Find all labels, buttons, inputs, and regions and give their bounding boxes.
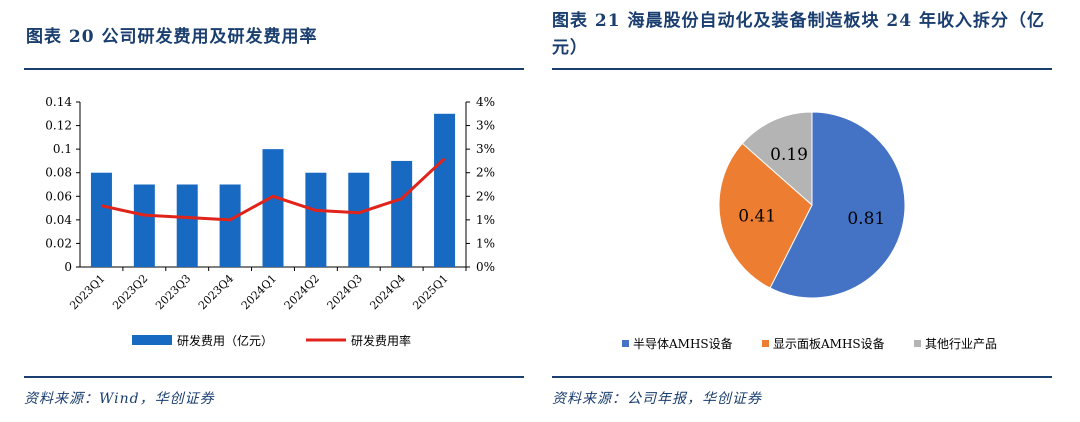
legend-label: 半导体AMHS设备 xyxy=(633,337,733,351)
y-tick-label: 0.06 xyxy=(45,189,72,203)
x-tick-label: 2023Q1 xyxy=(67,272,107,312)
source-rule xyxy=(24,376,524,378)
bar-rd-expense xyxy=(391,160,413,267)
figure-21-title: 图表 21 海晨股份自动化及装备制造板块 24 年收入拆分（亿元） xyxy=(552,11,1045,58)
title-rule xyxy=(24,68,524,70)
y-tick-label: 0.02 xyxy=(45,236,72,250)
legend-label: 其他行业产品 xyxy=(925,337,997,351)
x-tick-label: 2024Q4 xyxy=(367,272,407,312)
figure-20-source: 资料来源：Wind，华创证券 xyxy=(24,391,215,407)
x-tick-label: 2025Q1 xyxy=(410,272,450,312)
bar-rd-expense xyxy=(133,184,155,267)
pie-value-label: 0.81 xyxy=(847,209,885,229)
pie-slice xyxy=(769,111,906,299)
y2-tick-label: 4% xyxy=(476,95,495,109)
legend-label-bar: 研发费用（亿元） xyxy=(177,333,273,348)
pie-value-label: 0.19 xyxy=(770,145,808,165)
legend-label: 显示面板AMHS设备 xyxy=(773,337,885,351)
y-tick-label: 0 xyxy=(64,260,72,274)
y-tick-label: 0.04 xyxy=(45,213,72,227)
y-tick-label: 0.14 xyxy=(45,95,72,109)
line-rd-expense-rate xyxy=(101,157,446,222)
source-rule xyxy=(552,376,1052,378)
title-rule xyxy=(552,68,1052,70)
legend-swatch xyxy=(914,340,921,347)
bar-rd-expense xyxy=(262,149,284,267)
y2-tick-label: 2% xyxy=(476,166,495,180)
y-tick-label: 0.12 xyxy=(45,119,72,133)
x-tick-label: 2023Q3 xyxy=(153,272,193,312)
figure-21-panel: 图表 21 海晨股份自动化及装备制造板块 24 年收入拆分（亿元） 0.81 0.… xyxy=(540,0,1080,422)
bar-rd-expense xyxy=(348,172,370,267)
y2-tick-label: 2% xyxy=(476,189,495,203)
legend-swatch xyxy=(622,340,629,347)
figure-20-title: 图表 20 公司研发费用及研发费用率 xyxy=(26,27,318,47)
y2-tick-label: 0% xyxy=(476,260,495,274)
revenue-split-pie-chart: 0.81 0.41 0.19 半导体AMHS设备 显示面板AMHS设备 其他行业产品 xyxy=(622,111,997,351)
pie-slice xyxy=(741,111,813,207)
y2-tick-label: 3% xyxy=(476,119,495,133)
figure-20-panel: 图表 20 公司研发费用及研发费用率 0 0.02 0.04 0.06 0.08 0.1 0… xyxy=(24,27,524,407)
legend-label-line: 研发费用率 xyxy=(351,333,411,348)
bar-rd-expense xyxy=(305,172,327,267)
x-tick-label: 2023Q2 xyxy=(110,272,150,312)
y2-tick-label: 3% xyxy=(476,142,495,156)
x-tick-label: 2024Q2 xyxy=(282,272,322,312)
y-tick-label: 0.1 xyxy=(53,142,72,156)
pie-value-label: 0.41 xyxy=(738,207,776,227)
legend-swatch xyxy=(762,340,769,347)
rd-expense-chart: 0 0.02 0.04 0.06 0.08 0.1 0.12 0.14 0% 1% 1% 2% 2% 3%… xyxy=(45,95,495,348)
bar-rd-expense xyxy=(90,172,112,267)
y-tick-label: 0.08 xyxy=(45,166,72,180)
bar-rd-expense xyxy=(176,184,198,267)
y2-tick-label: 1% xyxy=(476,236,495,250)
figure-21-source: 资料来源：公司年报，华创证券 xyxy=(552,391,762,407)
x-tick-label: 2024Q1 xyxy=(239,272,279,312)
x-tick-label: 2024Q3 xyxy=(325,272,365,312)
bar-rd-expense xyxy=(434,113,456,268)
pie-slice xyxy=(718,142,813,289)
x-tick-label: 2023Q4 xyxy=(196,272,236,312)
legend-swatch-bar xyxy=(132,335,172,345)
bar-rd-expense xyxy=(219,184,241,267)
y2-tick-label: 1% xyxy=(476,213,495,227)
